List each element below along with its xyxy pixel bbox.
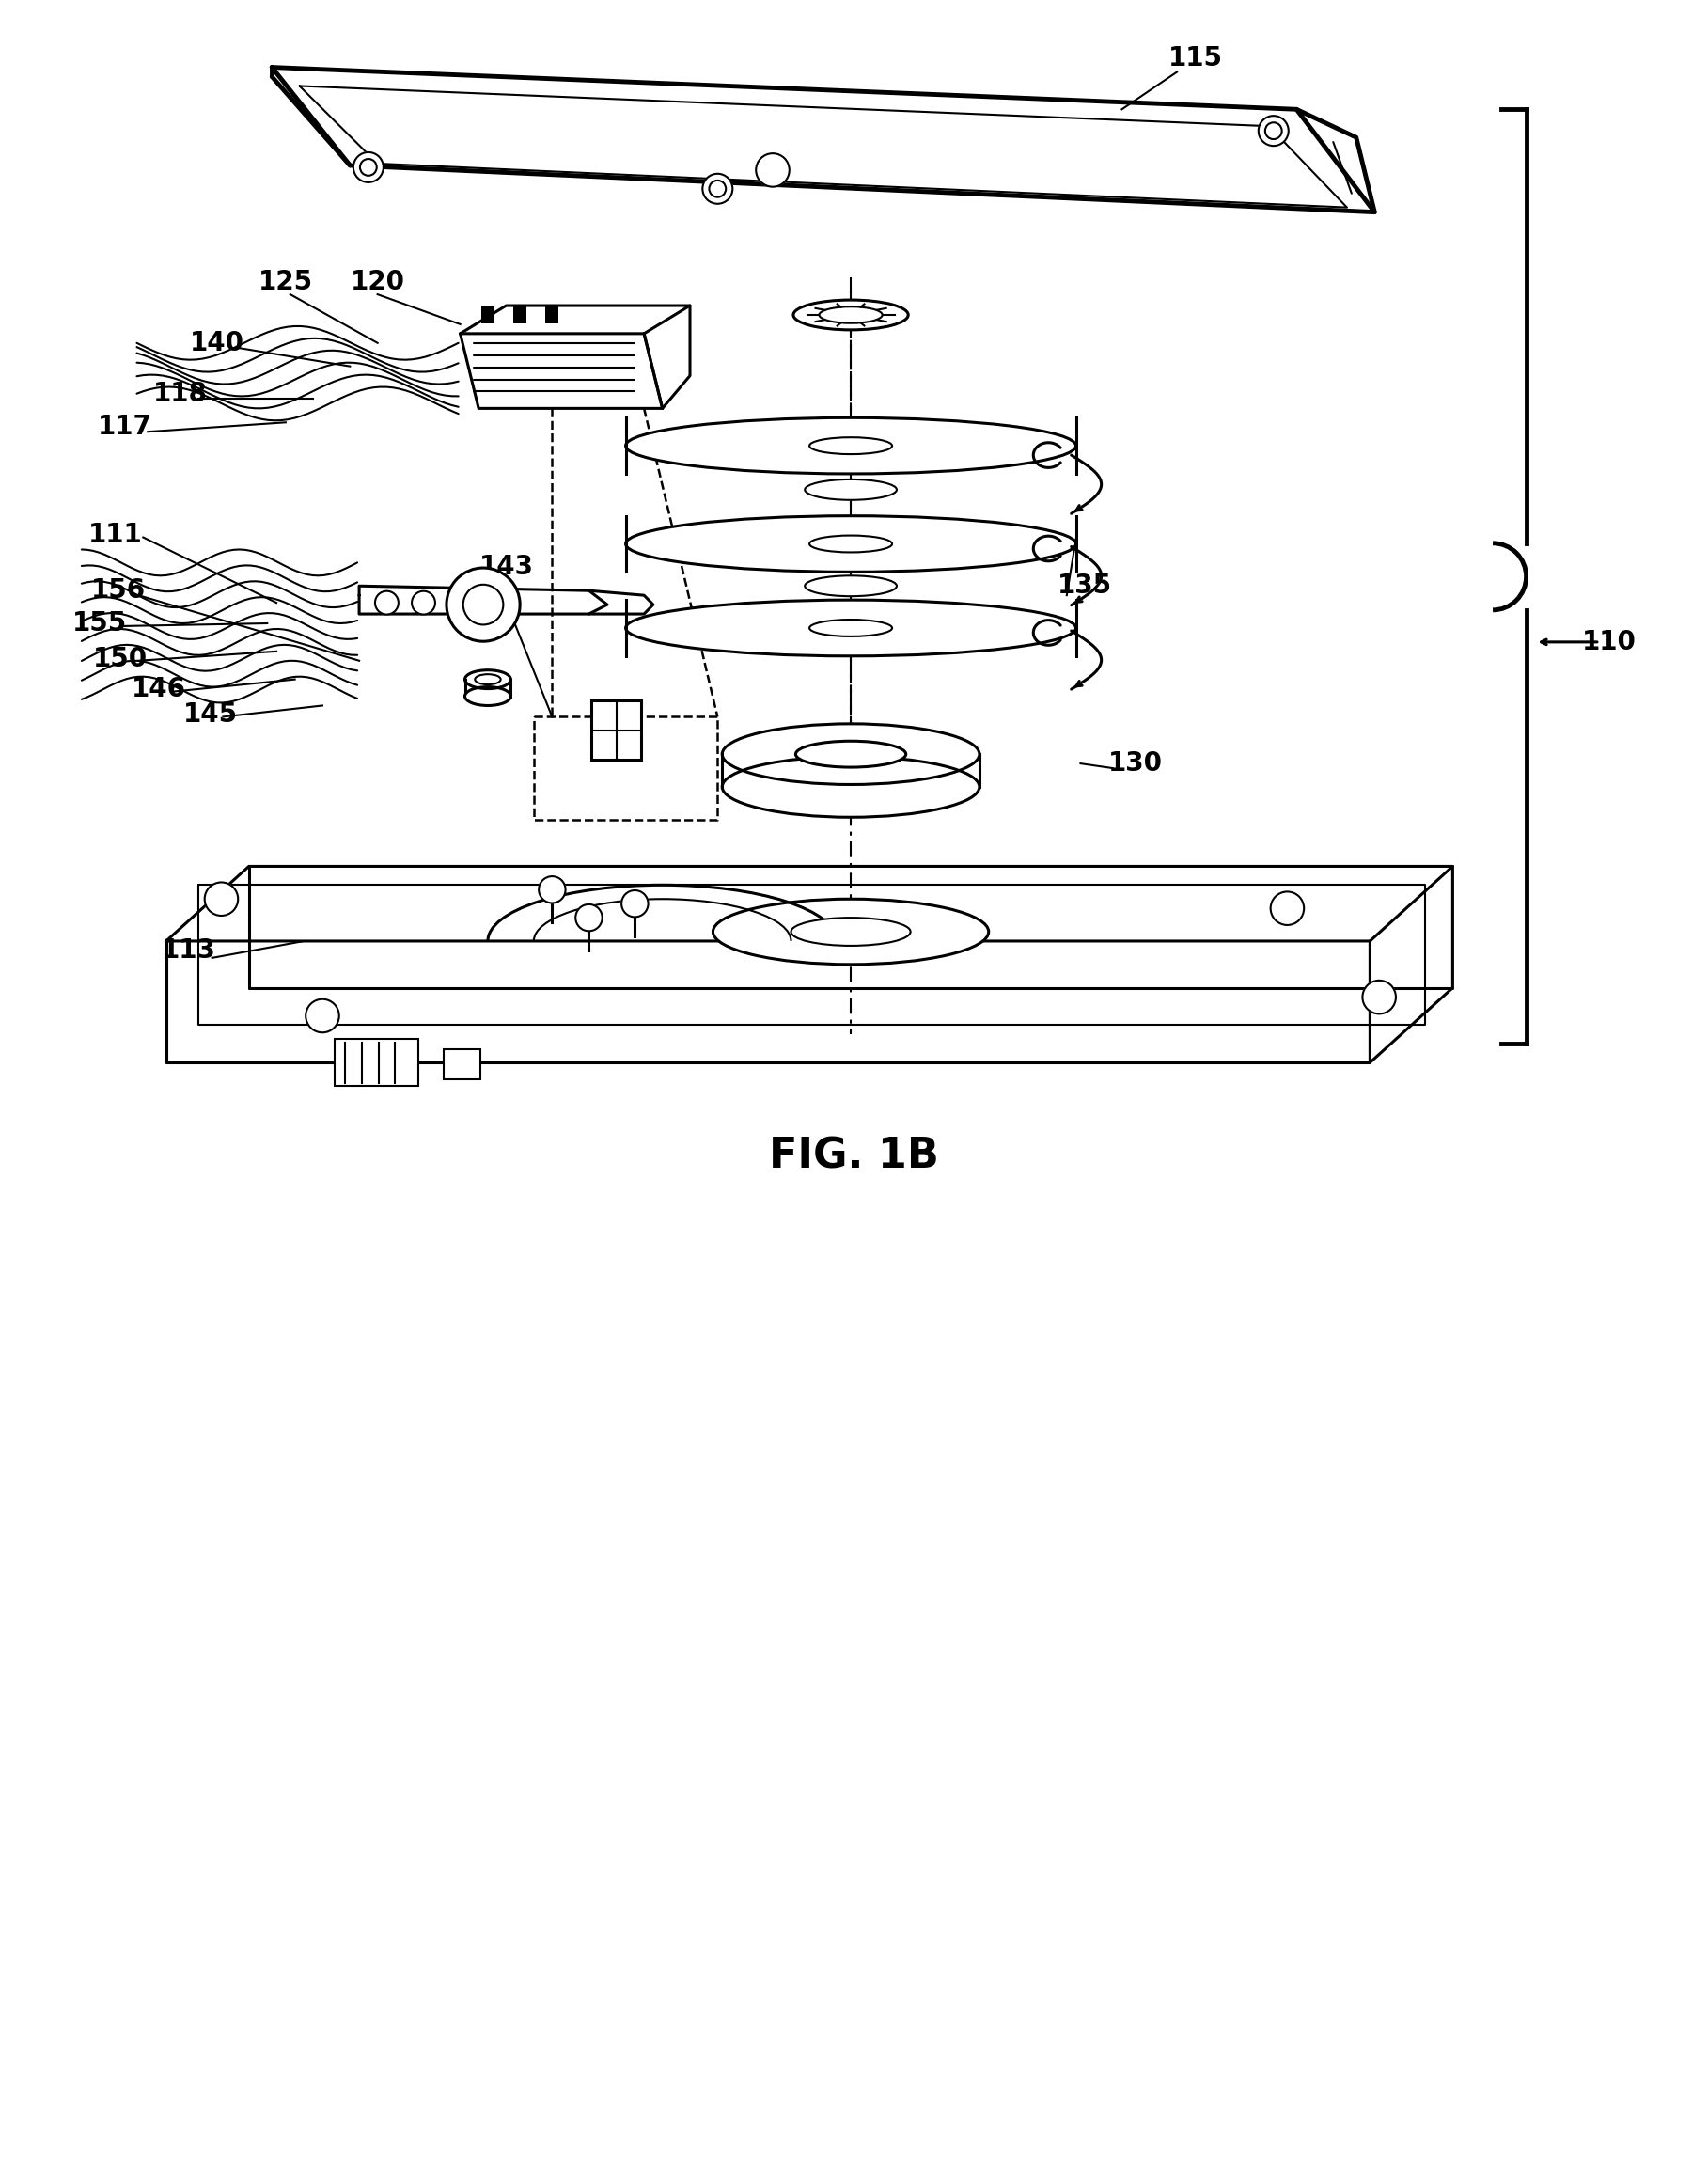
Ellipse shape [791,917,910,946]
Ellipse shape [465,688,511,705]
Text: 155: 155 [73,609,128,636]
Circle shape [1266,122,1281,140]
FancyBboxPatch shape [545,306,559,323]
Ellipse shape [625,417,1076,474]
Text: 145: 145 [183,701,237,727]
Ellipse shape [810,437,892,454]
Circle shape [709,181,726,197]
Text: 120: 120 [350,269,405,295]
Ellipse shape [465,670,511,688]
Text: 140: 140 [190,330,244,356]
Text: 115: 115 [1168,44,1223,72]
Ellipse shape [722,756,979,817]
Ellipse shape [796,740,905,767]
Circle shape [376,592,398,614]
Ellipse shape [625,515,1076,572]
FancyBboxPatch shape [335,1040,418,1085]
Text: 130: 130 [1108,751,1163,778]
Circle shape [446,568,519,642]
Text: FIG. 1B: FIG. 1B [769,1136,939,1177]
Ellipse shape [804,577,897,596]
Circle shape [360,159,377,175]
Circle shape [757,153,789,188]
FancyBboxPatch shape [591,701,642,760]
Circle shape [412,592,436,614]
Circle shape [1271,891,1303,926]
Circle shape [622,891,649,917]
Circle shape [306,998,340,1033]
Ellipse shape [820,306,883,323]
Text: 118: 118 [152,382,207,408]
Ellipse shape [810,535,892,553]
Circle shape [463,585,504,625]
Text: 156: 156 [91,577,145,603]
Circle shape [538,876,565,902]
FancyBboxPatch shape [514,306,526,323]
Ellipse shape [810,620,892,636]
Text: 113: 113 [162,937,217,963]
Ellipse shape [625,601,1076,655]
Ellipse shape [722,723,979,784]
Circle shape [702,175,733,203]
Text: 125: 125 [258,269,313,295]
Text: 150: 150 [92,646,147,673]
Text: 143: 143 [478,555,533,581]
FancyBboxPatch shape [482,306,495,323]
Ellipse shape [793,299,909,330]
Circle shape [354,153,383,181]
Circle shape [205,882,237,915]
Text: 110: 110 [1582,629,1636,655]
Text: 117: 117 [97,415,152,441]
Text: 111: 111 [89,522,143,548]
Circle shape [576,904,603,930]
Ellipse shape [475,675,500,684]
Ellipse shape [712,900,989,965]
Text: 146: 146 [132,675,186,701]
FancyBboxPatch shape [444,1048,480,1079]
Circle shape [1363,981,1395,1013]
Ellipse shape [804,480,897,500]
Circle shape [1259,116,1288,146]
Text: 135: 135 [1057,572,1112,598]
